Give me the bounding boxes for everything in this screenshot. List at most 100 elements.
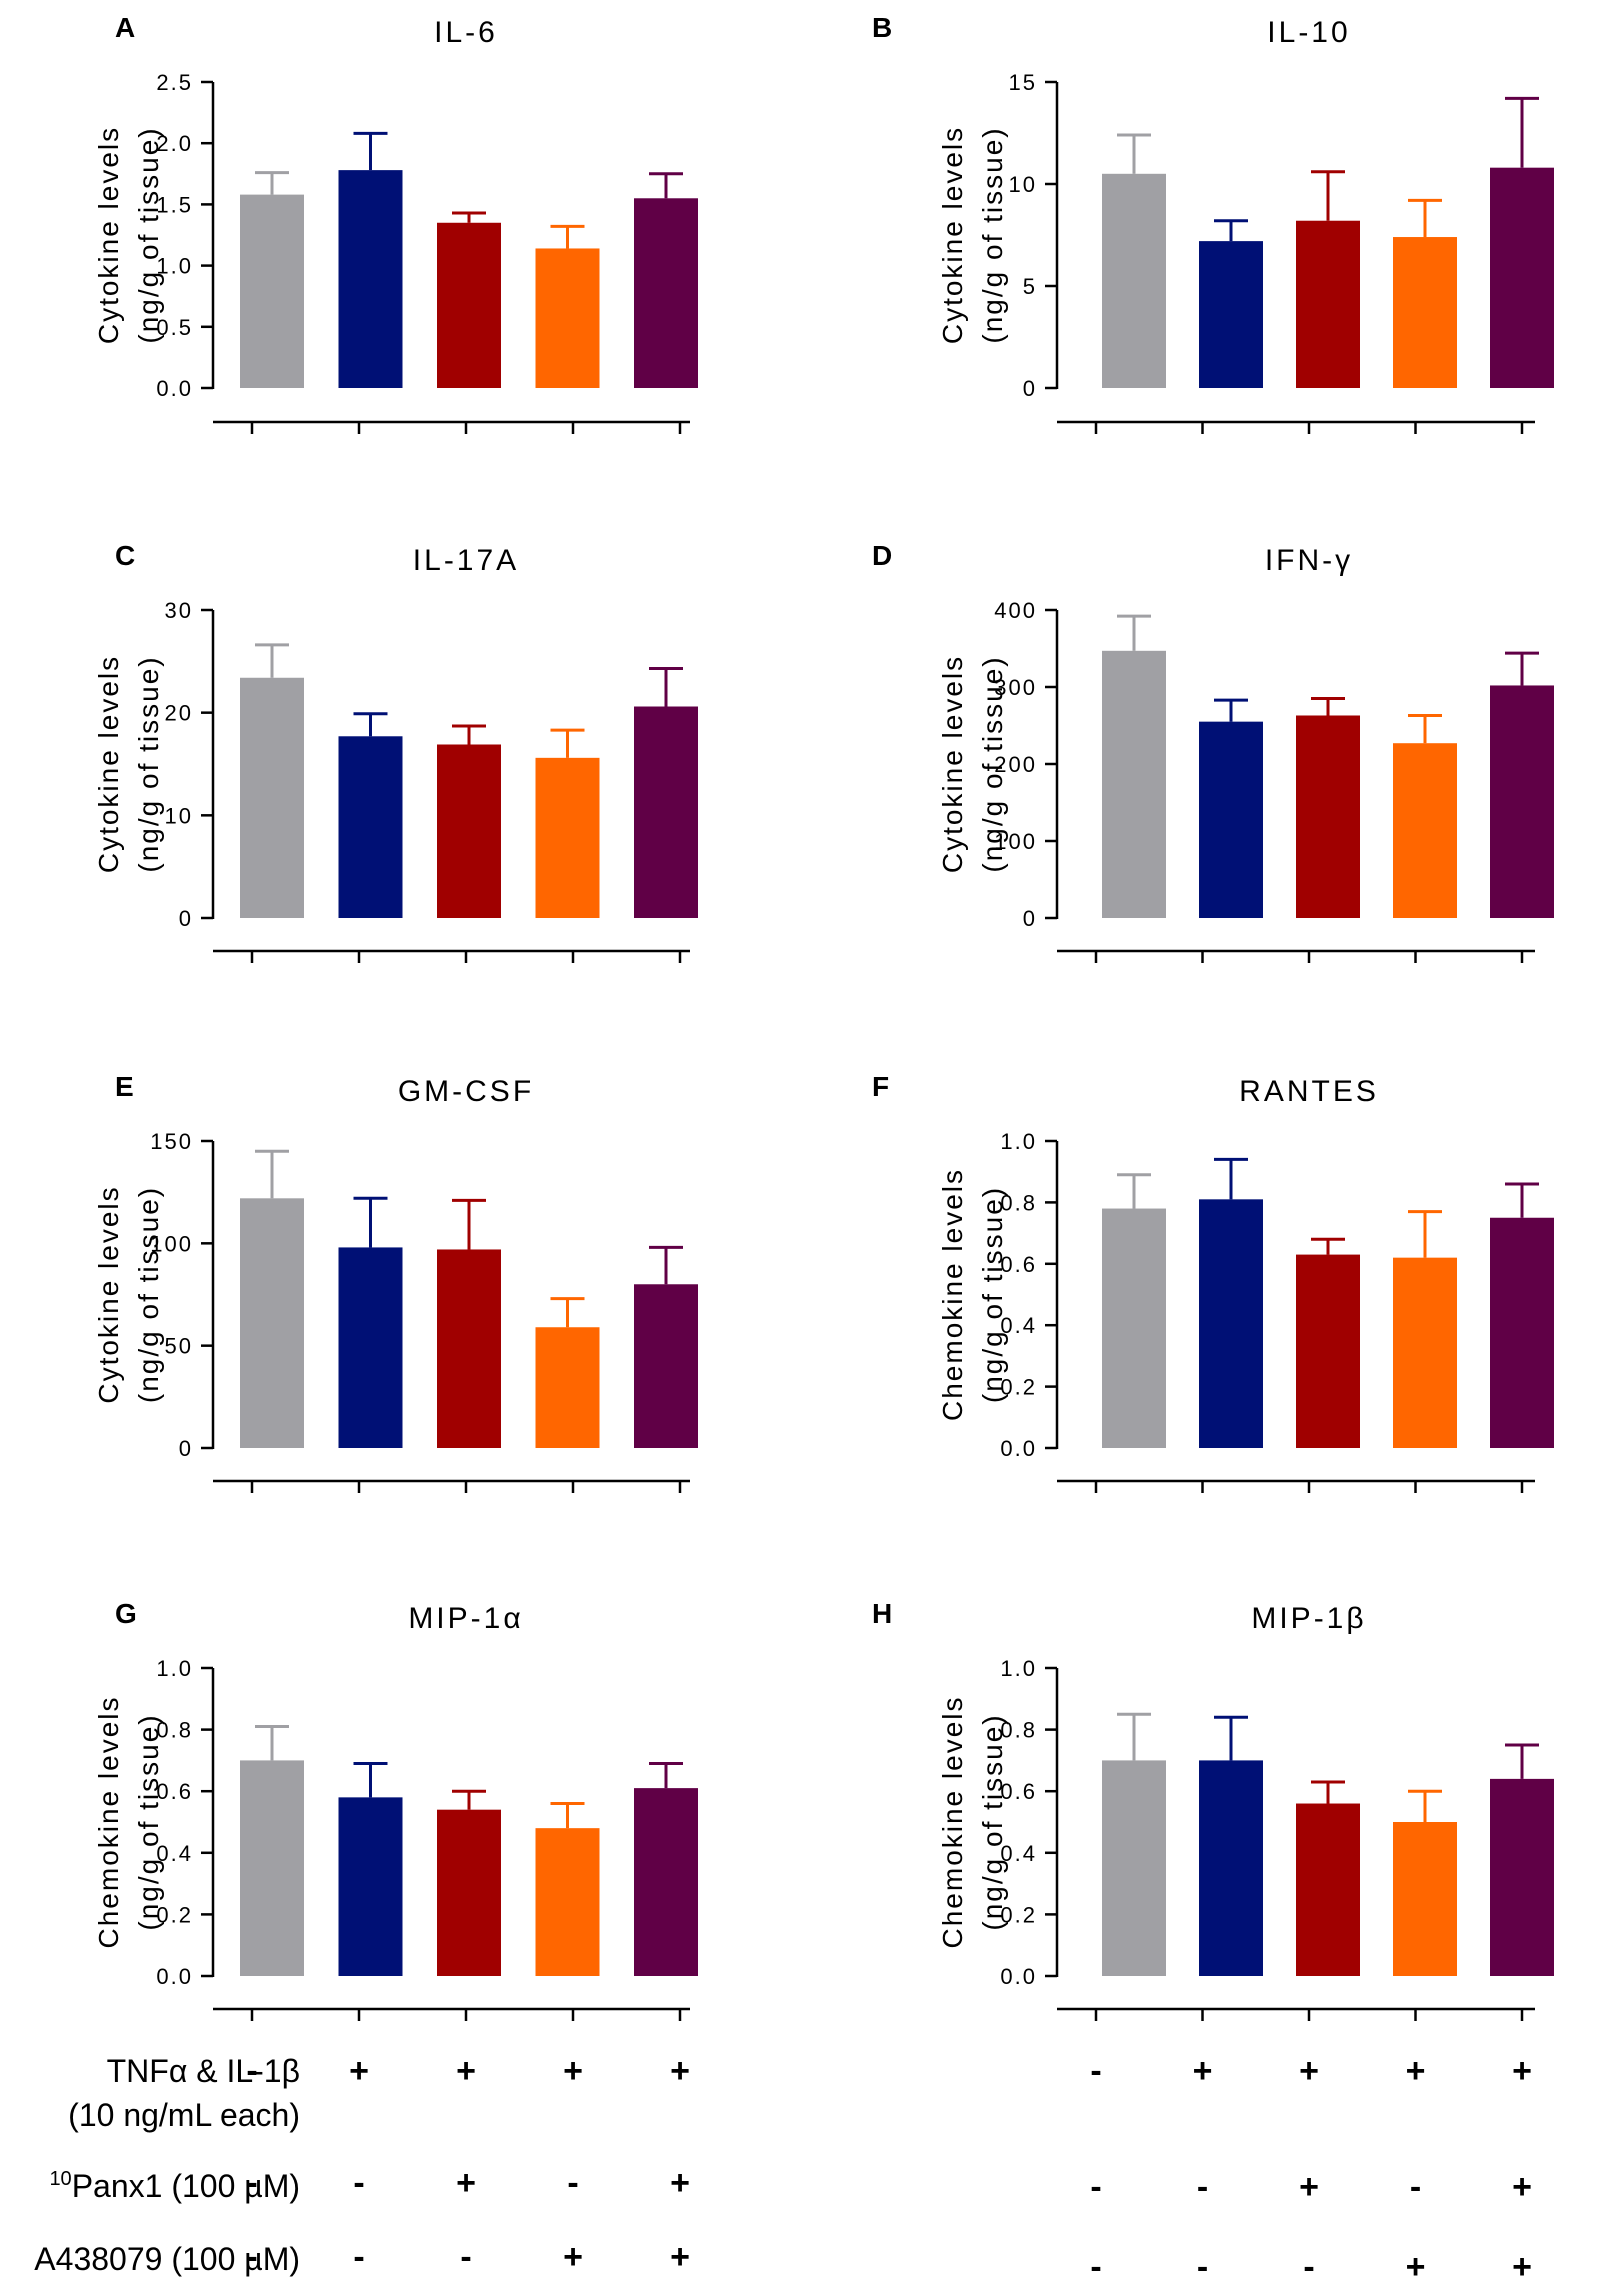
panel-letter: C xyxy=(115,540,135,571)
y-axis-label: Chemokine levels (ng/g of tissue) xyxy=(937,1168,1008,1421)
bar-3 xyxy=(1296,220,1360,388)
y-tick-label: 0.0 xyxy=(156,376,193,401)
treatment-label-panx1-text: Panx1 (100 µM) xyxy=(72,2168,300,2204)
bar-1 xyxy=(240,1760,304,1976)
y-tick-label: 0.4 xyxy=(1000,1841,1037,1866)
panel-title: IL-10 xyxy=(1267,16,1350,49)
bar-3 xyxy=(437,1249,501,1448)
treatment-sign: + xyxy=(1406,2248,1426,2286)
panel-letter: B xyxy=(872,12,892,43)
treatment-sign: - xyxy=(246,2052,257,2090)
panel-title: IL-6 xyxy=(434,16,498,49)
treatment-sign: + xyxy=(670,2238,690,2276)
y-axis-label: Cytokine levels (ng/g of tissue) xyxy=(937,126,1008,344)
panel-e: E GM-CSF Cytokine levels (ng/g of tissue) 0 5… xyxy=(93,1071,698,1493)
treatment-sign: + xyxy=(1512,2052,1532,2090)
panel-letter: A xyxy=(115,12,135,43)
treatment-sign: + xyxy=(1193,2052,1213,2090)
bar-4 xyxy=(535,1327,600,1448)
y-axis-label-line: (ng/g of tissue) xyxy=(133,126,164,343)
y-tick-label: 150 xyxy=(150,1129,193,1154)
y-tick-label: 2.0 xyxy=(156,131,193,156)
y-tick-label: 20 xyxy=(165,701,193,726)
y-tick-label: 1.5 xyxy=(156,192,193,217)
treatment-sign: + xyxy=(1512,2168,1532,2206)
y-tick-label: 0 xyxy=(1023,376,1037,401)
y-tick-label: 5 xyxy=(1023,274,1037,299)
y-tick-label: 0.4 xyxy=(1000,1313,1037,1338)
treatment-sign: + xyxy=(1299,2168,1319,2206)
treatment-sign: + xyxy=(563,2052,583,2090)
y-tick-label: 0 xyxy=(179,1436,193,1461)
panel-title: MIP-1β xyxy=(1251,1602,1366,1635)
treatment-table: TNFα & IL-1β (10 ng/mL each) 10Panx1 (100 … xyxy=(34,2052,1532,2286)
treatment-label-tnf: TNFα & IL-1β xyxy=(107,2053,300,2089)
y-axis-label-line: Chemokine levels xyxy=(937,1168,968,1421)
bar-5 xyxy=(634,706,698,918)
treatment-sign: + xyxy=(1512,2248,1532,2286)
y-tick-label: 0.8 xyxy=(1000,1190,1037,1215)
y-axis-label: Chemokine levels (ng/g of tissue) xyxy=(93,1696,164,1949)
y-axis-label-line: (ng/g of tissue) xyxy=(133,1186,164,1403)
y-axis-label-line: Cytokine levels xyxy=(937,655,968,873)
y-tick-label: 0.8 xyxy=(1000,1718,1037,1743)
bar-1 xyxy=(240,677,304,918)
y-tick-label: 100 xyxy=(150,1231,193,1256)
bar-4 xyxy=(1393,1257,1457,1448)
y-tick-label: 400 xyxy=(994,598,1037,623)
panel-letter: E xyxy=(115,1071,134,1102)
y-axis-label: Chemokine levels (ng/g of tissue) xyxy=(937,1696,1008,1949)
y-tick-label: 1.0 xyxy=(1000,1129,1037,1154)
bar-4 xyxy=(1393,743,1457,918)
treatment-sign: - xyxy=(1197,2168,1208,2206)
y-tick-label: 0.0 xyxy=(1000,1436,1037,1461)
y-tick-label: 10 xyxy=(1009,172,1037,197)
bar-5 xyxy=(1490,1778,1554,1976)
y-tick-label: 100 xyxy=(994,829,1037,854)
y-axis-label-line: Chemokine levels xyxy=(93,1696,124,1949)
panel-title: MIP-1α xyxy=(408,1602,523,1635)
treatment-label-panx1: 10Panx1 (100 µM) xyxy=(49,2168,300,2204)
bar-2 xyxy=(1199,1199,1263,1448)
bar-3 xyxy=(1296,715,1360,918)
bar-1 xyxy=(1102,173,1166,388)
y-tick-label: 0.2 xyxy=(156,1902,193,1927)
bar-2 xyxy=(338,736,403,918)
y-tick-label: 0.6 xyxy=(1000,1779,1037,1804)
panel-letter: F xyxy=(872,1071,889,1102)
panel-letter: H xyxy=(872,1598,892,1629)
y-tick-label: 0.0 xyxy=(1000,1964,1037,1989)
y-axis-label-line: Cytokine levels xyxy=(93,655,124,873)
y-tick-label: 0.5 xyxy=(156,315,193,340)
treatment-label-panx1-superscript: 10 xyxy=(49,2168,71,2190)
treatment-sign: - xyxy=(246,2164,257,2202)
bar-1 xyxy=(1102,650,1166,918)
treatment-sign: - xyxy=(1197,2248,1208,2286)
panel-d: D IFN-γ Cytokine levels (ng/g of tissue) 0 10… xyxy=(872,540,1554,963)
bar-5 xyxy=(634,198,698,388)
y-tick-label: 300 xyxy=(994,675,1037,700)
treatment-sign: - xyxy=(1090,2052,1101,2090)
panel-title: IL-17A xyxy=(413,544,519,577)
bar-2 xyxy=(338,1247,403,1448)
y-axis-label-line: (ng/g of tissue) xyxy=(977,126,1008,343)
y-tick-label: 0 xyxy=(1023,906,1037,931)
bar-3 xyxy=(437,222,501,388)
y-axis-label-line: (ng/g of tissue) xyxy=(977,1186,1008,1403)
treatment-label-a438079: A438079 (100 µM) xyxy=(34,2241,300,2277)
bar-1 xyxy=(1102,1208,1166,1448)
treatment-label-tnf-dose: (10 ng/mL each) xyxy=(68,2097,300,2133)
treatment-sign: + xyxy=(670,2164,690,2202)
y-tick-label: 0.6 xyxy=(156,1779,193,1804)
y-tick-label: 10 xyxy=(165,803,193,828)
bar-2 xyxy=(1199,241,1263,388)
bar-4 xyxy=(535,1828,600,1976)
panel-title: IFN-γ xyxy=(1265,544,1353,577)
bar-2 xyxy=(338,170,403,388)
bar-5 xyxy=(1490,1217,1554,1448)
treatment-sign: - xyxy=(353,2238,364,2276)
treatment-sign: - xyxy=(353,2164,364,2202)
bar-2 xyxy=(1199,721,1263,918)
panel-letter: D xyxy=(872,540,892,571)
